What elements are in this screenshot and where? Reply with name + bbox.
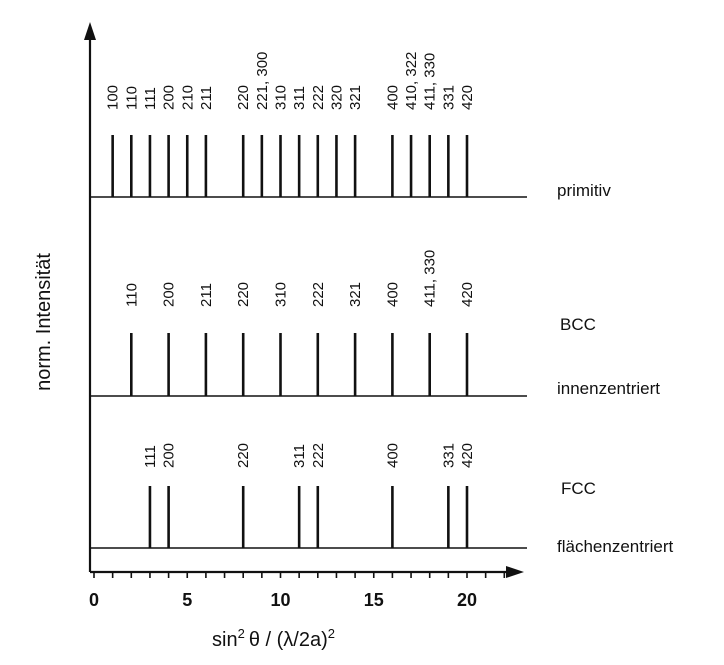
panel-primitiv: 100 110 111 200 210 211 220 221, 300 310 311 222 32… bbox=[90, 52, 611, 200]
peak-label: 220 bbox=[235, 282, 252, 307]
y-axis-title: norm. Intensität bbox=[33, 253, 55, 391]
peak-label: 420 bbox=[459, 443, 476, 468]
peak-label: 321 bbox=[347, 85, 364, 110]
peak-label: 311 bbox=[291, 86, 308, 110]
peak-label: 311 bbox=[291, 444, 308, 468]
peak-label: 100 bbox=[105, 85, 122, 110]
panel-flächenzentriert: 111 200 220 311 222 400 331 420 FCC flächenzentri… bbox=[90, 443, 674, 556]
peak-label: 420 bbox=[459, 282, 476, 307]
peak-label: 221, 300 bbox=[254, 52, 271, 110]
peak-label: 310 bbox=[273, 282, 290, 307]
peak-label: 111 bbox=[142, 87, 159, 110]
peak-label: 320 bbox=[328, 85, 345, 110]
peak-label: 410, 322 bbox=[403, 52, 420, 110]
peak-label: 220 bbox=[235, 443, 252, 468]
lattice-label: flächenzentriert bbox=[557, 537, 674, 556]
peak-label: 211 bbox=[198, 86, 215, 110]
x-tick-label: 15 bbox=[364, 590, 384, 610]
peak-label: 110 bbox=[123, 86, 140, 110]
peak-label: 411, 330 bbox=[422, 250, 439, 307]
peak-label: 400 bbox=[384, 443, 401, 468]
peak-label: 331 bbox=[440, 85, 457, 110]
lattice-label: FCC bbox=[561, 479, 596, 498]
peak-label: 111 bbox=[142, 445, 159, 468]
x-tick-label: 5 bbox=[182, 590, 192, 610]
peak-label: 420 bbox=[459, 85, 476, 110]
x-tick-label: 10 bbox=[270, 590, 290, 610]
peak-label: 331 bbox=[440, 443, 457, 468]
peak-label: 211 bbox=[198, 283, 215, 307]
peak-label: 200 bbox=[161, 443, 178, 468]
x-tick-label: 0 bbox=[89, 590, 99, 610]
peak-label: 200 bbox=[161, 282, 178, 307]
peak-label: 210 bbox=[179, 85, 196, 110]
peak-label: 400 bbox=[384, 282, 401, 307]
peak-label: 310 bbox=[273, 85, 290, 110]
y-axis-arrow-icon bbox=[84, 22, 96, 40]
peak-label: 400 bbox=[384, 85, 401, 110]
lattice-label: primitiv bbox=[557, 181, 611, 200]
peak-label: 110 bbox=[123, 283, 140, 307]
x-axis-title: sin2 θ / (λ/2a)2 bbox=[212, 626, 335, 651]
x-axis-arrow-icon bbox=[506, 566, 524, 578]
peak-label: 222 bbox=[310, 443, 327, 468]
peak-label: 200 bbox=[161, 85, 178, 110]
x-tick-label: 20 bbox=[457, 590, 477, 610]
peak-label: 411, 330 bbox=[422, 53, 439, 110]
panel-innenzentriert: 110 200 211 220 310 222 321 400 411, 330 420 BCC in… bbox=[90, 250, 660, 398]
peak-label: 220 bbox=[235, 85, 252, 110]
peak-label: 321 bbox=[347, 282, 364, 307]
peak-label: 222 bbox=[310, 282, 327, 307]
lattice-label: innenzentriert bbox=[557, 379, 660, 398]
peak-label: 222 bbox=[310, 85, 327, 110]
lattice-label: BCC bbox=[560, 315, 596, 334]
